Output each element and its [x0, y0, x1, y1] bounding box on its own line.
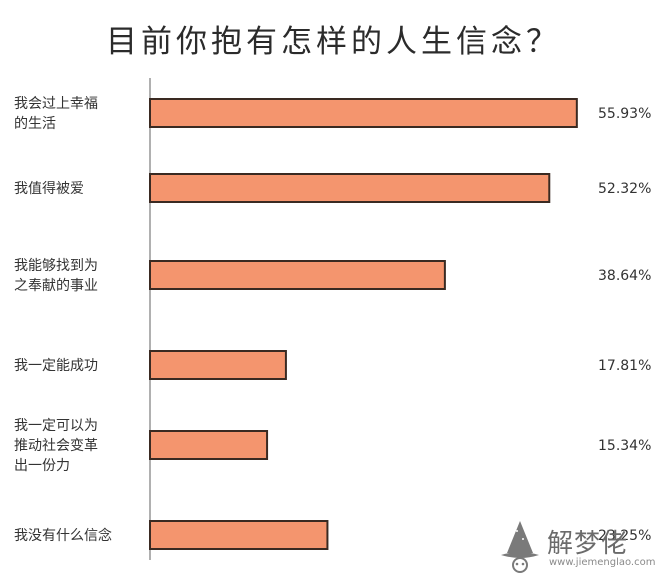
- value-label-1: 52.32%: [598, 181, 651, 197]
- bar-3: [149, 350, 287, 380]
- wizard-hat-icon: [501, 521, 539, 573]
- bar-5: [149, 520, 329, 550]
- category-label-2: 我能够找到为之奉献的事业: [14, 258, 98, 294]
- category-label-line: 我没有什么信念: [14, 527, 112, 544]
- value-label-4: 15.34%: [598, 438, 651, 454]
- category-label-4: 我一定可以为推动社会变革出一份力: [14, 418, 98, 474]
- value-label-3: 17.81%: [598, 358, 651, 374]
- bar-2: [149, 260, 446, 290]
- category-labels-group: 我会过上幸福的生活我值得被爱我能够找到为之奉献的事业我一定能成功我一定可以为推动…: [14, 96, 112, 544]
- bar-4: [149, 430, 269, 460]
- value-label-5: 23.25%: [598, 528, 651, 544]
- category-label-5: 我没有什么信念: [14, 527, 112, 544]
- category-label-line: 出一份力: [14, 458, 70, 474]
- watermark-text: 解梦佬: [547, 529, 629, 559]
- value-label-2: 38.64%: [598, 268, 651, 284]
- value-labels-group: 55.93% 52.32% 38.64% 17.81% 15.34% 23.25%: [598, 106, 651, 544]
- category-label-line: 推动社会变革: [14, 438, 98, 454]
- category-label-0: 我会过上幸福的生活: [14, 96, 98, 132]
- category-label-line: 的生活: [14, 116, 56, 132]
- bar-0: [149, 98, 578, 128]
- bars-group: [149, 98, 578, 550]
- category-label-line: 我一定能成功: [14, 358, 98, 374]
- category-label-3: 我一定能成功: [14, 358, 98, 374]
- chart-title: 目前你抱有怎样的人生信念？: [106, 24, 561, 60]
- watermark: 解梦佬 www.jiemenglao.com: [489, 517, 659, 581]
- category-label-1: 我值得被爱: [14, 180, 84, 197]
- category-label-line: 之奉献的事业: [14, 278, 98, 294]
- category-label-line: 我值得被爱: [14, 180, 84, 197]
- category-label-line: 我能够找到为: [14, 258, 98, 274]
- value-label-0: 55.93%: [598, 106, 651, 122]
- watermark-url: www.jiemenglao.com: [549, 557, 656, 568]
- category-label-line: 我会过上幸福: [14, 96, 98, 112]
- bar-1: [149, 173, 551, 203]
- category-label-line: 我一定可以为: [14, 418, 98, 434]
